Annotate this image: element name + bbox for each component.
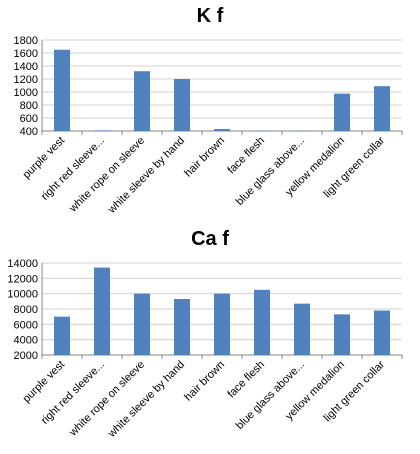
x-tick-label: white sleeve by hand: [105, 135, 187, 217]
chart-title: Ca f: [191, 228, 229, 250]
y-tick-label: 1200: [14, 74, 38, 86]
x-tick-label: hair brown: [182, 135, 227, 180]
bar: [254, 289, 270, 355]
x-tick-label: face flesh: [225, 359, 267, 401]
y-tick-label: 2000: [14, 350, 38, 362]
chart-title: K f: [197, 5, 224, 27]
x-tick-label: white sleeve by hand: [105, 359, 187, 441]
x-tick-label: blue glass above...: [234, 135, 307, 208]
bar: [54, 49, 70, 131]
chart-k-f: K f 40060080010001200140016001800purple …: [14, 5, 403, 217]
y-tick-label: 14000: [7, 258, 38, 270]
bar: [134, 71, 150, 131]
y-tick-label: 4000: [14, 335, 38, 347]
bar: [94, 267, 110, 355]
y-tick-label: 1400: [14, 61, 38, 73]
y-tick-label: 1800: [14, 35, 38, 47]
bar: [134, 293, 150, 355]
bar: [374, 310, 390, 355]
bar: [174, 299, 190, 355]
y-tick-label: 400: [20, 126, 38, 138]
y-tick-label: 800: [20, 100, 38, 112]
x-tick-label: face flesh: [225, 135, 267, 177]
x-tick-label: white rope on sleeve: [67, 359, 148, 440]
bar: [214, 129, 230, 131]
bar: [294, 130, 310, 132]
y-tick-label: 12000: [7, 273, 38, 285]
chart-ca-f: Ca f 2000400060008000100001200014000purp…: [7, 228, 403, 441]
y-tick-label: 10000: [7, 289, 38, 301]
y-tick-label: 8000: [14, 304, 38, 316]
bar: [374, 86, 390, 131]
x-tick-label: white rope on sleeve: [67, 135, 148, 216]
y-tick-label: 1600: [14, 48, 38, 60]
x-tick-label: blue glass above...: [234, 359, 307, 432]
y-tick-label: 1000: [14, 87, 38, 99]
bar: [94, 130, 110, 132]
y-tick-label: 6000: [14, 319, 38, 331]
bar: [54, 316, 70, 355]
x-tick-label: hair brown: [182, 359, 227, 404]
bar: [334, 93, 350, 131]
y-tick-label: 600: [20, 113, 38, 125]
bar: [334, 314, 350, 355]
bar: [214, 293, 230, 355]
bar: [294, 303, 310, 355]
bar: [254, 130, 270, 132]
bar: [174, 79, 190, 131]
